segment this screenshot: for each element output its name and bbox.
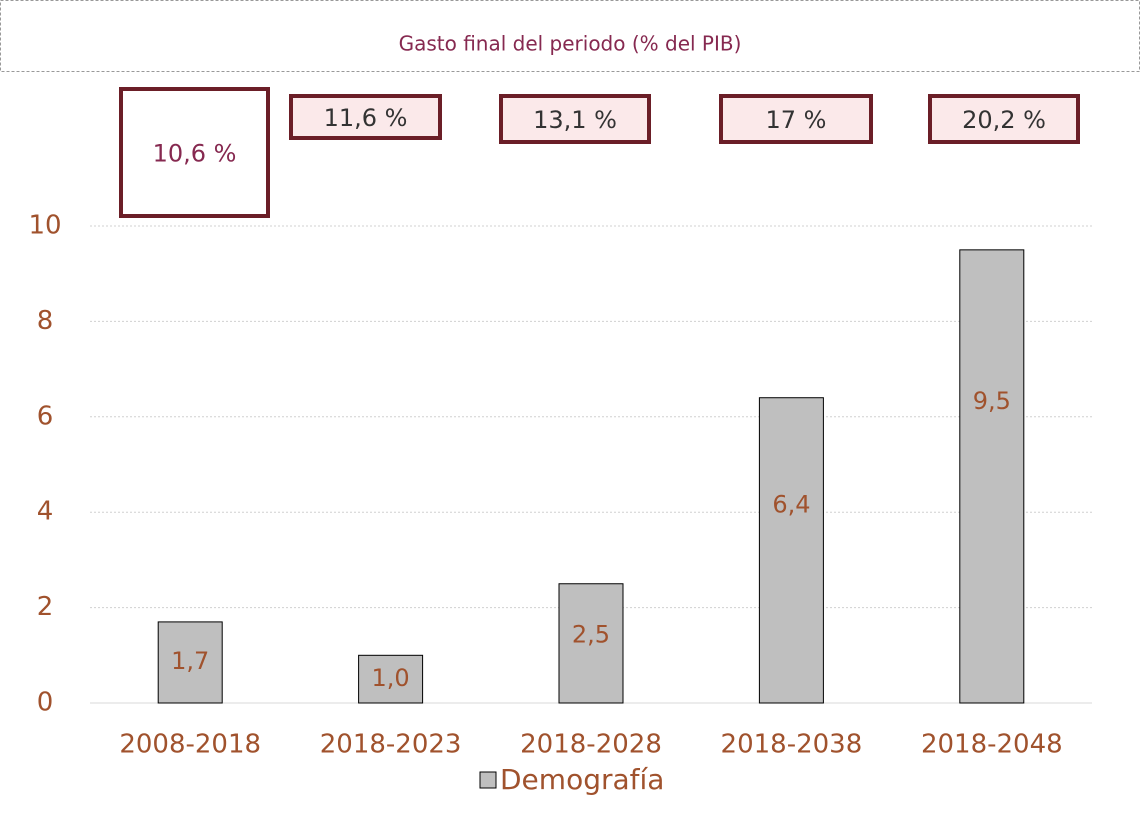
y-tick-label: 6 [37,401,54,431]
bar [558,583,624,704]
data-label: 9,5 [973,387,1011,415]
annotation: 11,6 % [324,104,408,132]
x-tick-label: 2008-2018 [119,730,261,760]
data-label: 6,4 [772,490,810,518]
bar [358,654,424,704]
annotation-box [499,94,651,144]
y-tick-label: 8 [37,306,54,336]
annotation: 10,6 % [153,140,237,168]
annotation-box [719,94,873,144]
annotation-box [928,94,1080,144]
y-tick-label: 4 [37,497,54,527]
data-label: 2,5 [572,621,610,649]
data-label: 1,0 [372,664,410,692]
bar [157,621,223,704]
x-tick-label: 2018-2023 [320,730,462,760]
legend-swatch [479,771,497,789]
y-tick-label: 0 [37,688,54,718]
annotation: 13,1 % [533,106,617,134]
x-tick-label: 2018-2048 [921,730,1063,760]
bar [959,249,1025,704]
bar [758,397,824,704]
x-tick-label: 2018-2038 [721,730,863,760]
y-tick-label: 10 [28,211,61,241]
title-box [0,0,1140,72]
y-tick-label: 2 [37,592,54,622]
chart-title: Gasto final del periodo (% del PIB) [399,32,742,56]
annotation: 17 % [766,106,827,134]
annotation-box [289,94,442,140]
annotation-box [119,87,270,218]
legend-label: Demografía [500,763,664,796]
annotation: 20,2 % [962,106,1046,134]
x-tick-label: 2018-2028 [520,730,662,760]
data-label: 1,7 [171,647,209,675]
